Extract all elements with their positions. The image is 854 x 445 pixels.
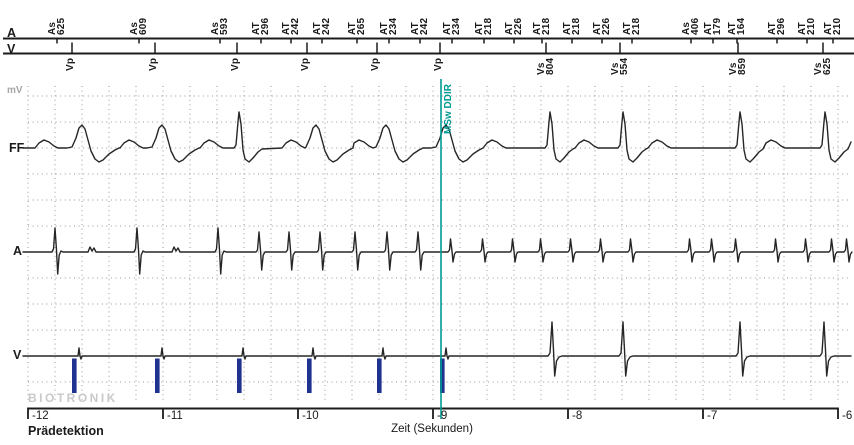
a-marker-label: AT 226 [504, 17, 524, 35]
a-trace [22, 227, 853, 275]
a-marker-label: AT 226 [592, 17, 612, 35]
v-marker-label: Vp [300, 57, 311, 71]
ff-trace [22, 111, 852, 163]
v-marker-label: Vs 804 [536, 57, 556, 75]
x-axis-tick-label: -7 [707, 410, 718, 422]
x-axis-title: Zeit (Sekunden) [391, 423, 473, 435]
a-marker-label: AT 210 [823, 17, 843, 35]
a-marker-label: AT 179 [703, 17, 723, 35]
biotronik-watermark: BIOTRONIK [28, 391, 118, 405]
v-pace-bar [155, 358, 160, 393]
v-pace-bar [307, 358, 312, 393]
a-marker-label: As 625 [47, 17, 67, 35]
a-marker-label: AT 218 [532, 17, 552, 35]
x-axis-tick-label: -10 [302, 410, 319, 422]
v-marker-label: Vp [433, 57, 444, 71]
phase-label: Prädetektion [28, 424, 104, 438]
unit-label: mV [7, 85, 23, 96]
a-marker-label: AT 218 [622, 17, 642, 35]
mode-switch-label: MSw DDIR [443, 84, 454, 134]
a-marker-label: As 593 [210, 17, 230, 35]
v-marker-label: Vp [230, 57, 241, 71]
v-pace-bar [72, 358, 77, 393]
a-marker-label: AT 210 [797, 17, 817, 35]
v-pace-bar [440, 358, 445, 393]
marker-row-v-label: V [7, 42, 16, 56]
a-marker-label: AT 296 [251, 17, 271, 35]
v-marker-label: Vs 625 [813, 57, 833, 75]
marker-row-a-label: A [7, 26, 17, 40]
a-marker-label: AT 218 [562, 17, 582, 35]
a-marker-label: AT 234 [442, 17, 462, 35]
v-marker-label: Vs 554 [610, 57, 630, 75]
v-marker-label: Vp [148, 57, 159, 71]
x-axis-tick-label: -6 [842, 410, 853, 422]
a-marker-label: AT 296 [767, 17, 787, 35]
v-pace-bar [237, 358, 242, 393]
v-marker-label: Vp [370, 57, 381, 71]
a-marker-label: AT 164 [727, 17, 747, 35]
x-axis-tick-label: -11 [167, 410, 183, 422]
a-marker-label: AT 242 [281, 17, 301, 35]
v-trace [22, 321, 852, 377]
a-marker-label: AT 265 [347, 17, 367, 35]
channel-a-label: A [13, 244, 23, 258]
a-marker-label: As 406 [681, 17, 701, 35]
x-axis-tick-label: -9 [437, 410, 448, 422]
a-marker-label: AT 242 [410, 17, 430, 35]
v-marker-label: Vs 859 [728, 57, 748, 75]
x-axis-tick-label: -8 [572, 410, 583, 422]
v-marker-label: Vp [65, 57, 76, 71]
channel-v-label: V [13, 348, 22, 362]
channel-ff-label: FF [9, 141, 25, 155]
a-marker-label: AT 218 [474, 17, 494, 35]
a-marker-label: AT 234 [379, 17, 399, 35]
v-pace-bar [377, 358, 382, 393]
x-axis-tick-label: -12 [32, 410, 49, 422]
a-marker-label: AT 242 [312, 17, 332, 35]
a-marker-label: As 609 [129, 17, 149, 35]
